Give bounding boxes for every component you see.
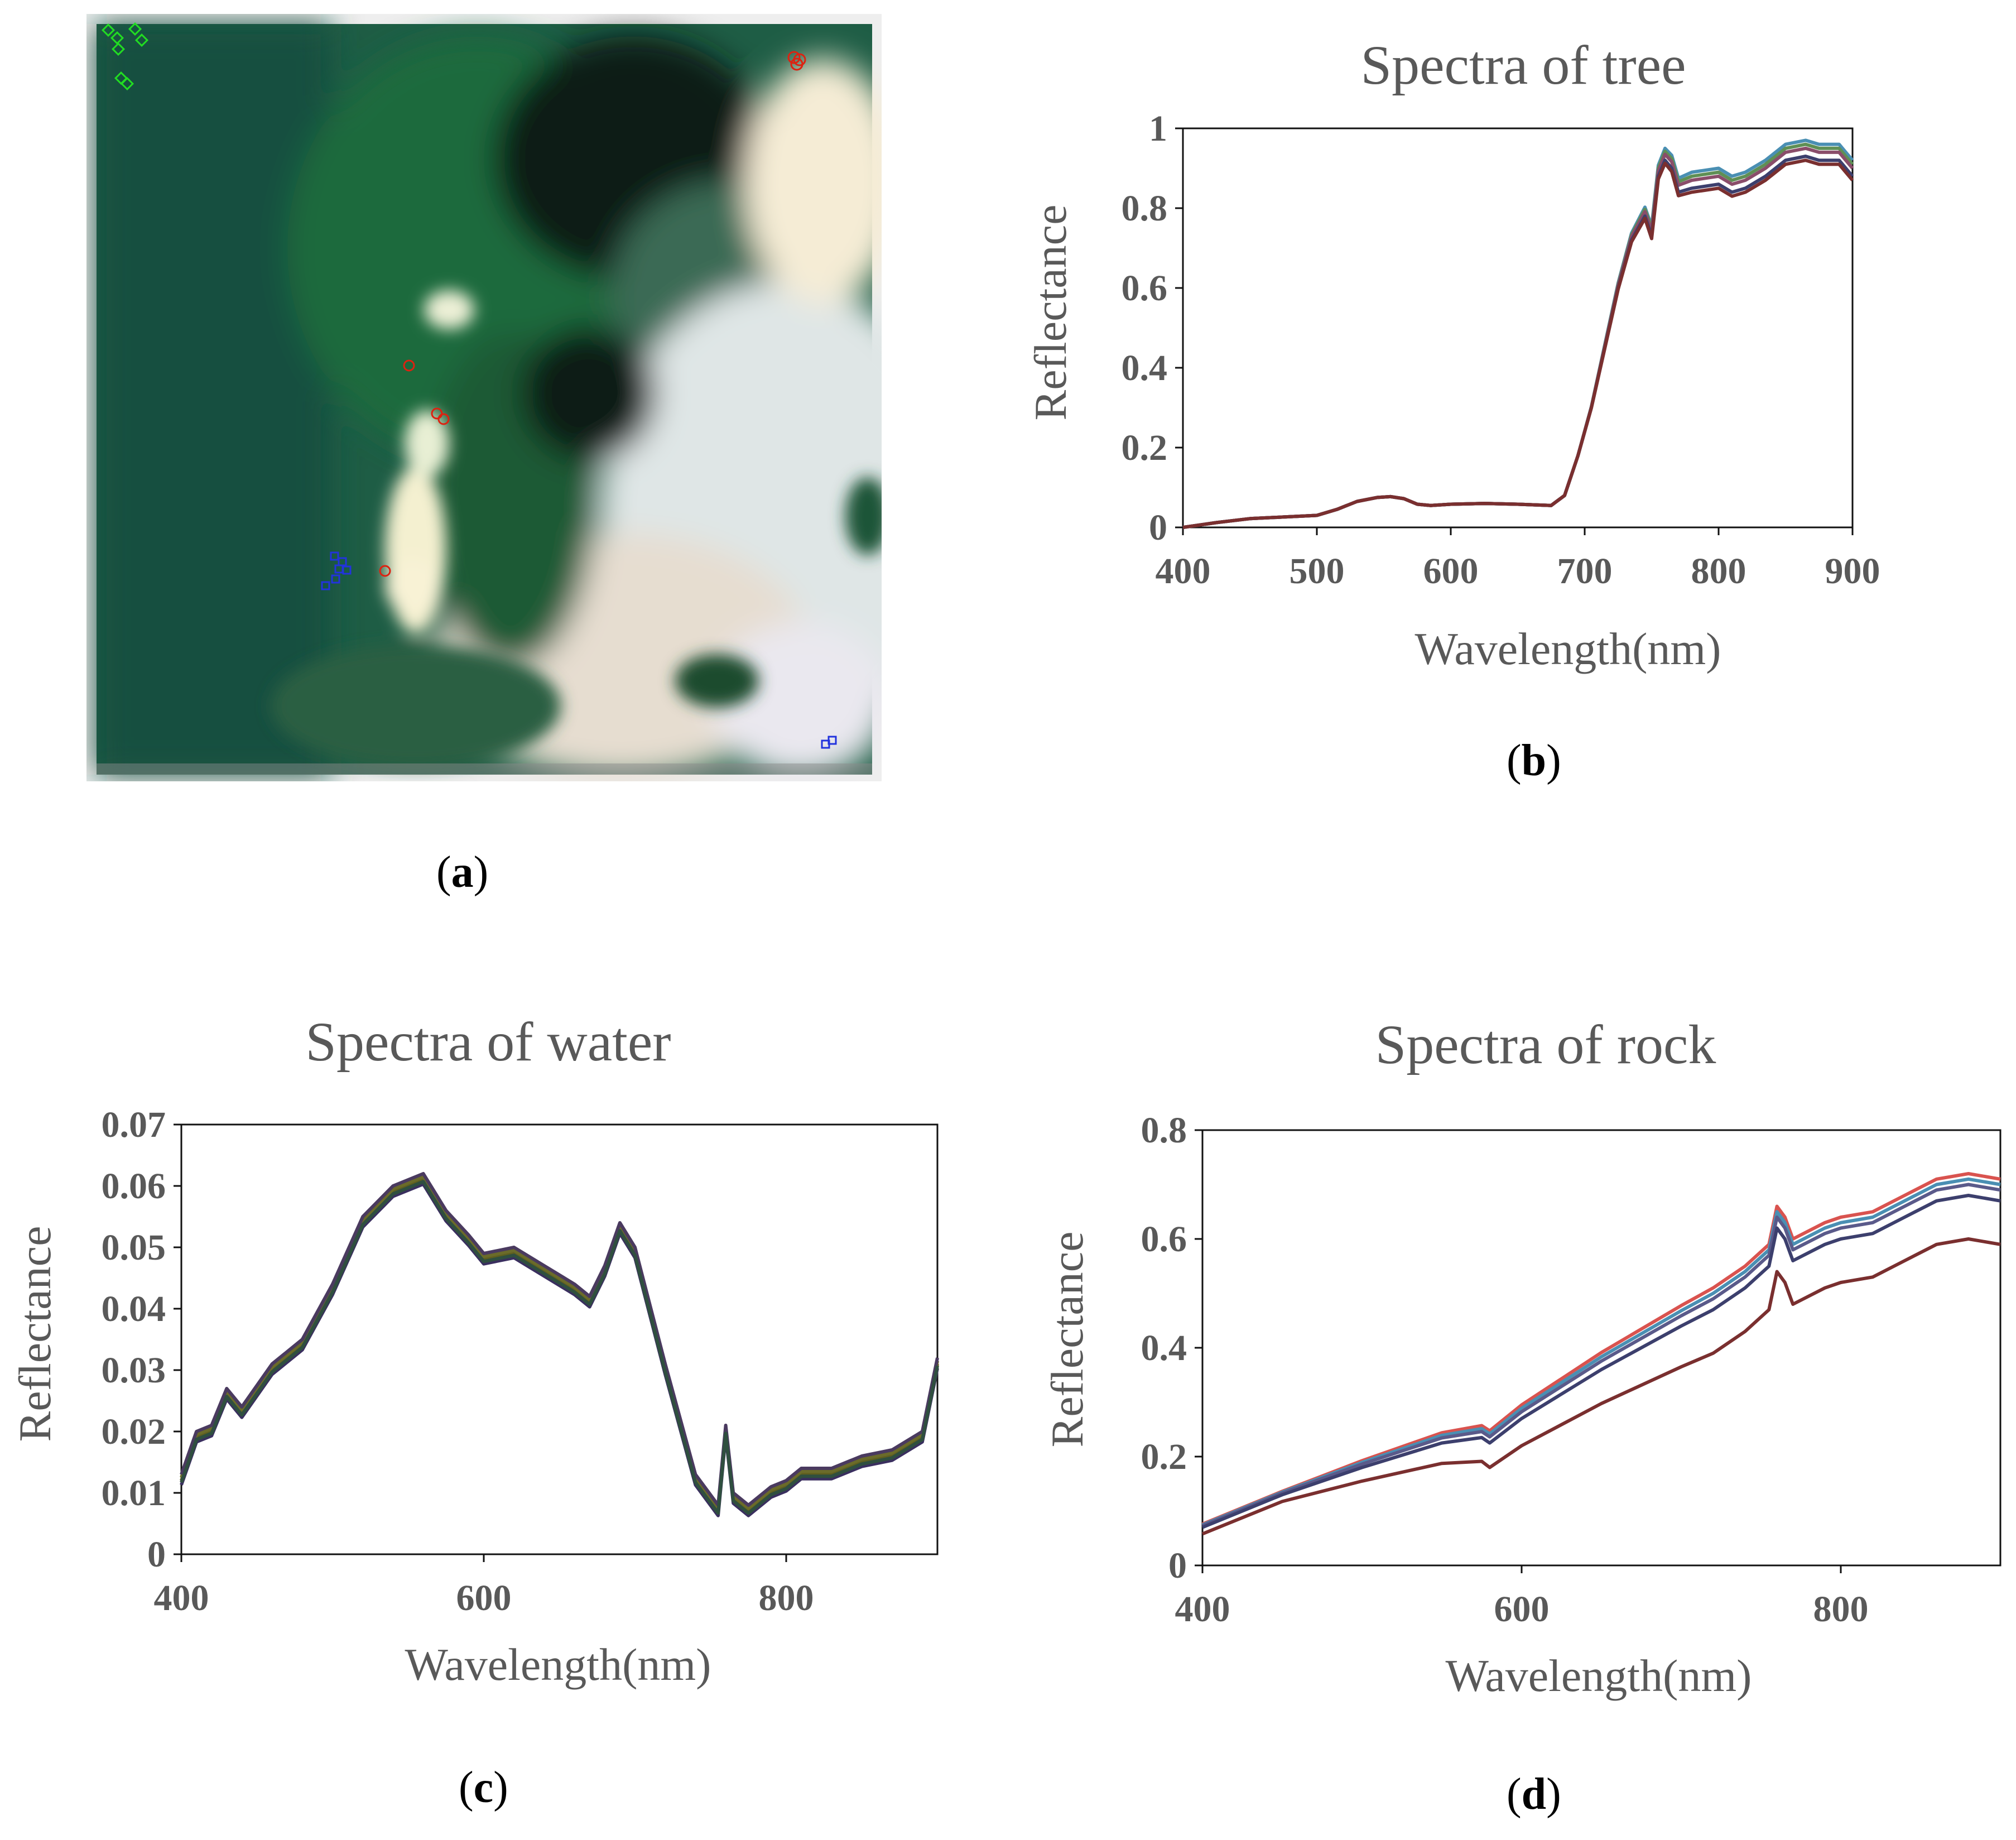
series-line bbox=[180, 1180, 939, 1515]
rock-sample-markers bbox=[379, 51, 806, 577]
chart-c-ylabel: Reflectance bbox=[9, 1226, 60, 1442]
chart-c-title: Spectra of water bbox=[305, 1011, 671, 1073]
y-tick-label: 0 bbox=[147, 1534, 166, 1575]
series-line bbox=[1182, 146, 1854, 529]
series-line bbox=[1182, 142, 1854, 529]
y-tick-label: 0 bbox=[1168, 1545, 1187, 1586]
x-tick-label: 600 bbox=[1494, 1589, 1550, 1630]
y-tick-label: 0.07 bbox=[102, 1104, 166, 1145]
chart-d-ylabel: Reflectance bbox=[1042, 1232, 1093, 1448]
satellite-image bbox=[86, 14, 968, 781]
water-sample-markers bbox=[321, 551, 837, 749]
x-tick-label: 800 bbox=[759, 1578, 814, 1618]
y-tick-label: 0.8 bbox=[1141, 1110, 1187, 1151]
y-tick-label: 0.03 bbox=[102, 1350, 166, 1391]
series-line bbox=[180, 1172, 939, 1507]
chart-d-title: Spectra of rock bbox=[1375, 1013, 1716, 1075]
plot-frame bbox=[1201, 1129, 2001, 1567]
x-tick-label: 400 bbox=[154, 1578, 209, 1618]
series-line bbox=[1182, 155, 1854, 529]
chart-b-title: Spectra of tree bbox=[1360, 34, 1686, 96]
y-tick-label: 0.06 bbox=[102, 1166, 166, 1207]
caption-d: (d) bbox=[1507, 1770, 1561, 1819]
chart-b-plot: 0 0.2 0.4 0.6 0.8 1 400 500 600 700 800 900 bbox=[1122, 108, 1880, 592]
x-tick-label: 400 bbox=[1175, 1589, 1230, 1630]
chart-b-xlabel: Wavelength(nm) bbox=[1415, 623, 1721, 674]
y-tick-label: 0.02 bbox=[102, 1411, 166, 1452]
chart-c-xlabel: Wavelength(nm) bbox=[405, 1639, 711, 1690]
y-tick-label: 0 bbox=[1149, 507, 1167, 548]
y-tick-label: 0.6 bbox=[1122, 268, 1168, 309]
x-tick-label: 700 bbox=[1557, 551, 1613, 592]
series-line bbox=[1201, 1237, 2001, 1536]
x-tick-label: 800 bbox=[1813, 1589, 1869, 1630]
y-tick-label: 0.01 bbox=[102, 1473, 166, 1514]
y-tick-label: 0.04 bbox=[102, 1289, 166, 1329]
plot-frame bbox=[180, 1123, 939, 1555]
chart-d-plot: 0 0.2 0.4 0.6 0.8 400 600 800 bbox=[1141, 1110, 2001, 1630]
tree-sample-markers bbox=[101, 22, 149, 91]
x-tick-label: 500 bbox=[1290, 551, 1345, 592]
y-tick-label: 0.8 bbox=[1122, 188, 1168, 229]
chart-d: Spectra of rock Reflectance Wavelength(n… bbox=[1042, 1013, 2001, 1701]
series-line bbox=[1201, 1183, 2001, 1527]
plot-frame bbox=[1182, 127, 1854, 529]
series-line bbox=[180, 1182, 939, 1517]
chart-d-xlabel: Wavelength(nm) bbox=[1446, 1650, 1752, 1701]
x-tick-label: 600 bbox=[1423, 551, 1479, 592]
x-tick-label: 600 bbox=[456, 1578, 512, 1618]
x-tick-label: 400 bbox=[1156, 551, 1211, 592]
caption-c: (c) bbox=[459, 1763, 508, 1812]
series-line bbox=[1201, 1177, 2001, 1527]
panel-a bbox=[86, 14, 968, 781]
y-tick-label: 0.2 bbox=[1122, 427, 1168, 468]
series-line bbox=[180, 1175, 939, 1510]
caption-b: (b) bbox=[1507, 736, 1561, 785]
chart-b: Spectra of tree Reflectance Wavelength(n… bbox=[1025, 34, 1880, 674]
caption-a: (a) bbox=[436, 848, 489, 897]
y-tick-label: 0.6 bbox=[1141, 1219, 1187, 1260]
series-line bbox=[1182, 158, 1854, 529]
chart-c-plot: 0 0.01 0.02 0.03 0.04 0.05 0.06 0.07 400 600 800 bbox=[102, 1104, 939, 1618]
chart-c: Spectra of water Reflectance Wavelength(… bbox=[9, 1011, 939, 1690]
series-line bbox=[1201, 1194, 2001, 1529]
y-tick-label: 0.4 bbox=[1141, 1328, 1187, 1368]
y-tick-label: 0.05 bbox=[102, 1227, 166, 1268]
series-line bbox=[1182, 138, 1854, 529]
x-tick-label: 900 bbox=[1825, 551, 1880, 592]
y-tick-label: 0.4 bbox=[1122, 348, 1168, 388]
y-tick-label: 0.2 bbox=[1141, 1437, 1187, 1477]
series-line bbox=[1201, 1172, 2001, 1526]
x-tick-label: 800 bbox=[1691, 551, 1746, 592]
y-tick-label: 1 bbox=[1149, 108, 1167, 149]
chart-b-ylabel: Reflectance bbox=[1025, 205, 1076, 421]
